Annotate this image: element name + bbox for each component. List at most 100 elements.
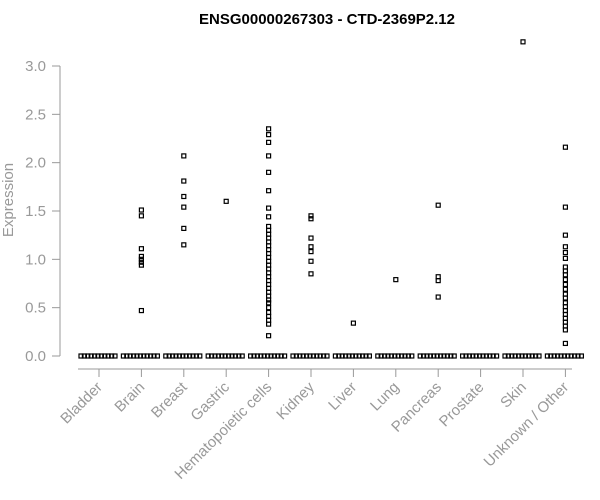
- data-point-breast: [181, 225, 187, 231]
- data-point-unknown-other: [568, 353, 574, 359]
- data-point-hematopoietic-cells: [266, 300, 272, 306]
- data-point-gastric: [226, 353, 232, 359]
- data-point-gastric: [239, 353, 245, 359]
- y-tick-label: 2.0: [25, 155, 46, 172]
- data-point-skin: [502, 353, 508, 359]
- x-tick-label-brain: Brain: [111, 379, 148, 416]
- data-point-hematopoietic-cells: [266, 214, 272, 220]
- data-point-skin: [522, 353, 529, 359]
- data-point-lung: [385, 353, 391, 359]
- data-point-liver: [350, 320, 356, 326]
- data-point-brain: [138, 207, 144, 213]
- data-point-unknown-other: [578, 353, 585, 359]
- data-point-hematopoietic-cells: [266, 305, 272, 311]
- data-point-pancreas: [435, 294, 441, 300]
- data-point-gastric: [219, 353, 225, 359]
- data-point-hematopoietic-cells: [266, 139, 272, 145]
- data-point-breast: [187, 353, 193, 359]
- data-point-skin: [520, 39, 526, 45]
- data-point-lung: [399, 353, 405, 359]
- x-tick-label-lung: Lung: [367, 379, 403, 415]
- x-tick-label-bladder: Bladder: [57, 379, 106, 428]
- data-point-hematopoietic-cells: [266, 126, 272, 132]
- data-point-gastric: [212, 353, 218, 359]
- data-point-brain: [138, 213, 144, 219]
- data-point-prostate: [473, 353, 479, 359]
- data-point-kidney: [307, 353, 313, 359]
- y-tick-label: 1.5: [25, 203, 46, 220]
- data-point-brain: [141, 353, 147, 359]
- data-point-prostate: [463, 353, 469, 359]
- data-point-unknown-other: [562, 277, 569, 283]
- data-point-kidney: [308, 235, 314, 241]
- y-tick-label: 3.0: [25, 58, 46, 75]
- data-point-unknown-other: [562, 281, 569, 288]
- data-point-kidney: [308, 271, 314, 277]
- data-point-gastric: [236, 353, 242, 359]
- data-point-kidney: [308, 244, 314, 250]
- data-point-pancreas: [451, 353, 457, 359]
- x-tick-label-skin: Skin: [497, 379, 530, 412]
- data-point-brain: [151, 353, 157, 359]
- data-point-lung: [409, 353, 415, 359]
- data-point-liver: [339, 353, 345, 359]
- data-point-bladder: [102, 353, 108, 359]
- data-point-lung: [393, 277, 399, 283]
- data-point-kidney: [293, 353, 299, 359]
- x-tick-label-breast: Breast: [148, 378, 191, 421]
- data-point-unknown-other: [562, 244, 569, 250]
- data-point-hematopoietic-cells: [266, 153, 272, 159]
- data-point-brain: [138, 259, 144, 265]
- data-point-breast: [181, 193, 187, 200]
- data-point-hematopoietic-cells: [282, 353, 288, 359]
- data-point-pancreas: [424, 353, 430, 359]
- data-point-kidney: [308, 258, 314, 264]
- data-point-unknown-other: [562, 286, 569, 292]
- data-point-hematopoietic-cells: [265, 353, 271, 359]
- data-point-brain: [148, 353, 154, 359]
- data-point-gastric: [209, 353, 215, 359]
- data-point-hematopoietic-cells: [278, 353, 284, 359]
- data-point-bladder: [112, 353, 118, 359]
- chart-title: ENSG00000267303 - CTD-2369P2.12: [199, 11, 455, 28]
- data-point-pancreas: [444, 353, 450, 359]
- data-point-skin: [529, 353, 535, 359]
- data-point-pancreas: [435, 202, 441, 208]
- data-point-unknown-other: [562, 300, 569, 306]
- data-point-unknown-other: [551, 353, 557, 359]
- data-point-liver: [349, 353, 355, 359]
- data-point-kidney: [308, 213, 314, 219]
- data-point-brain: [138, 253, 144, 260]
- data-point-breast: [163, 353, 169, 359]
- data-point-hematopoietic-cells: [248, 353, 254, 359]
- data-point-bladder: [85, 353, 91, 359]
- data-point-unknown-other: [562, 264, 569, 270]
- data-point-kidney: [290, 353, 296, 359]
- data-point-lung: [395, 353, 401, 359]
- data-point-liver: [366, 353, 372, 359]
- data-point-hematopoietic-cells: [266, 188, 272, 194]
- data-point-breast: [181, 178, 187, 184]
- data-point-liver: [332, 353, 338, 359]
- data-point-liver: [343, 353, 349, 359]
- data-point-pancreas: [427, 353, 433, 359]
- data-point-prostate: [490, 353, 496, 359]
- x-tick-label-prostate: Prostate: [436, 379, 488, 431]
- data-point-kidney: [310, 353, 316, 359]
- data-point-liver: [346, 353, 352, 359]
- data-point-breast: [181, 153, 187, 159]
- data-point-liver: [363, 353, 369, 359]
- y-axis-ticks: 0.0 0.5 1.0 1.5 2.0 2.5 3.0: [25, 58, 60, 365]
- data-point-lung: [378, 353, 384, 359]
- data-point-brain: [124, 353, 130, 359]
- data-point-breast: [190, 353, 196, 359]
- data-point-unknown-other: [562, 232, 569, 238]
- y-tick-label: 1.0: [25, 251, 46, 268]
- data-point-hematopoietic-cells: [268, 353, 274, 359]
- x-tick-label-liver: Liver: [325, 379, 360, 414]
- data-point-unknown-other: [562, 340, 569, 347]
- data-point-breast: [173, 353, 179, 359]
- data-point-unknown-other: [562, 204, 569, 210]
- data-point-lung: [388, 353, 394, 359]
